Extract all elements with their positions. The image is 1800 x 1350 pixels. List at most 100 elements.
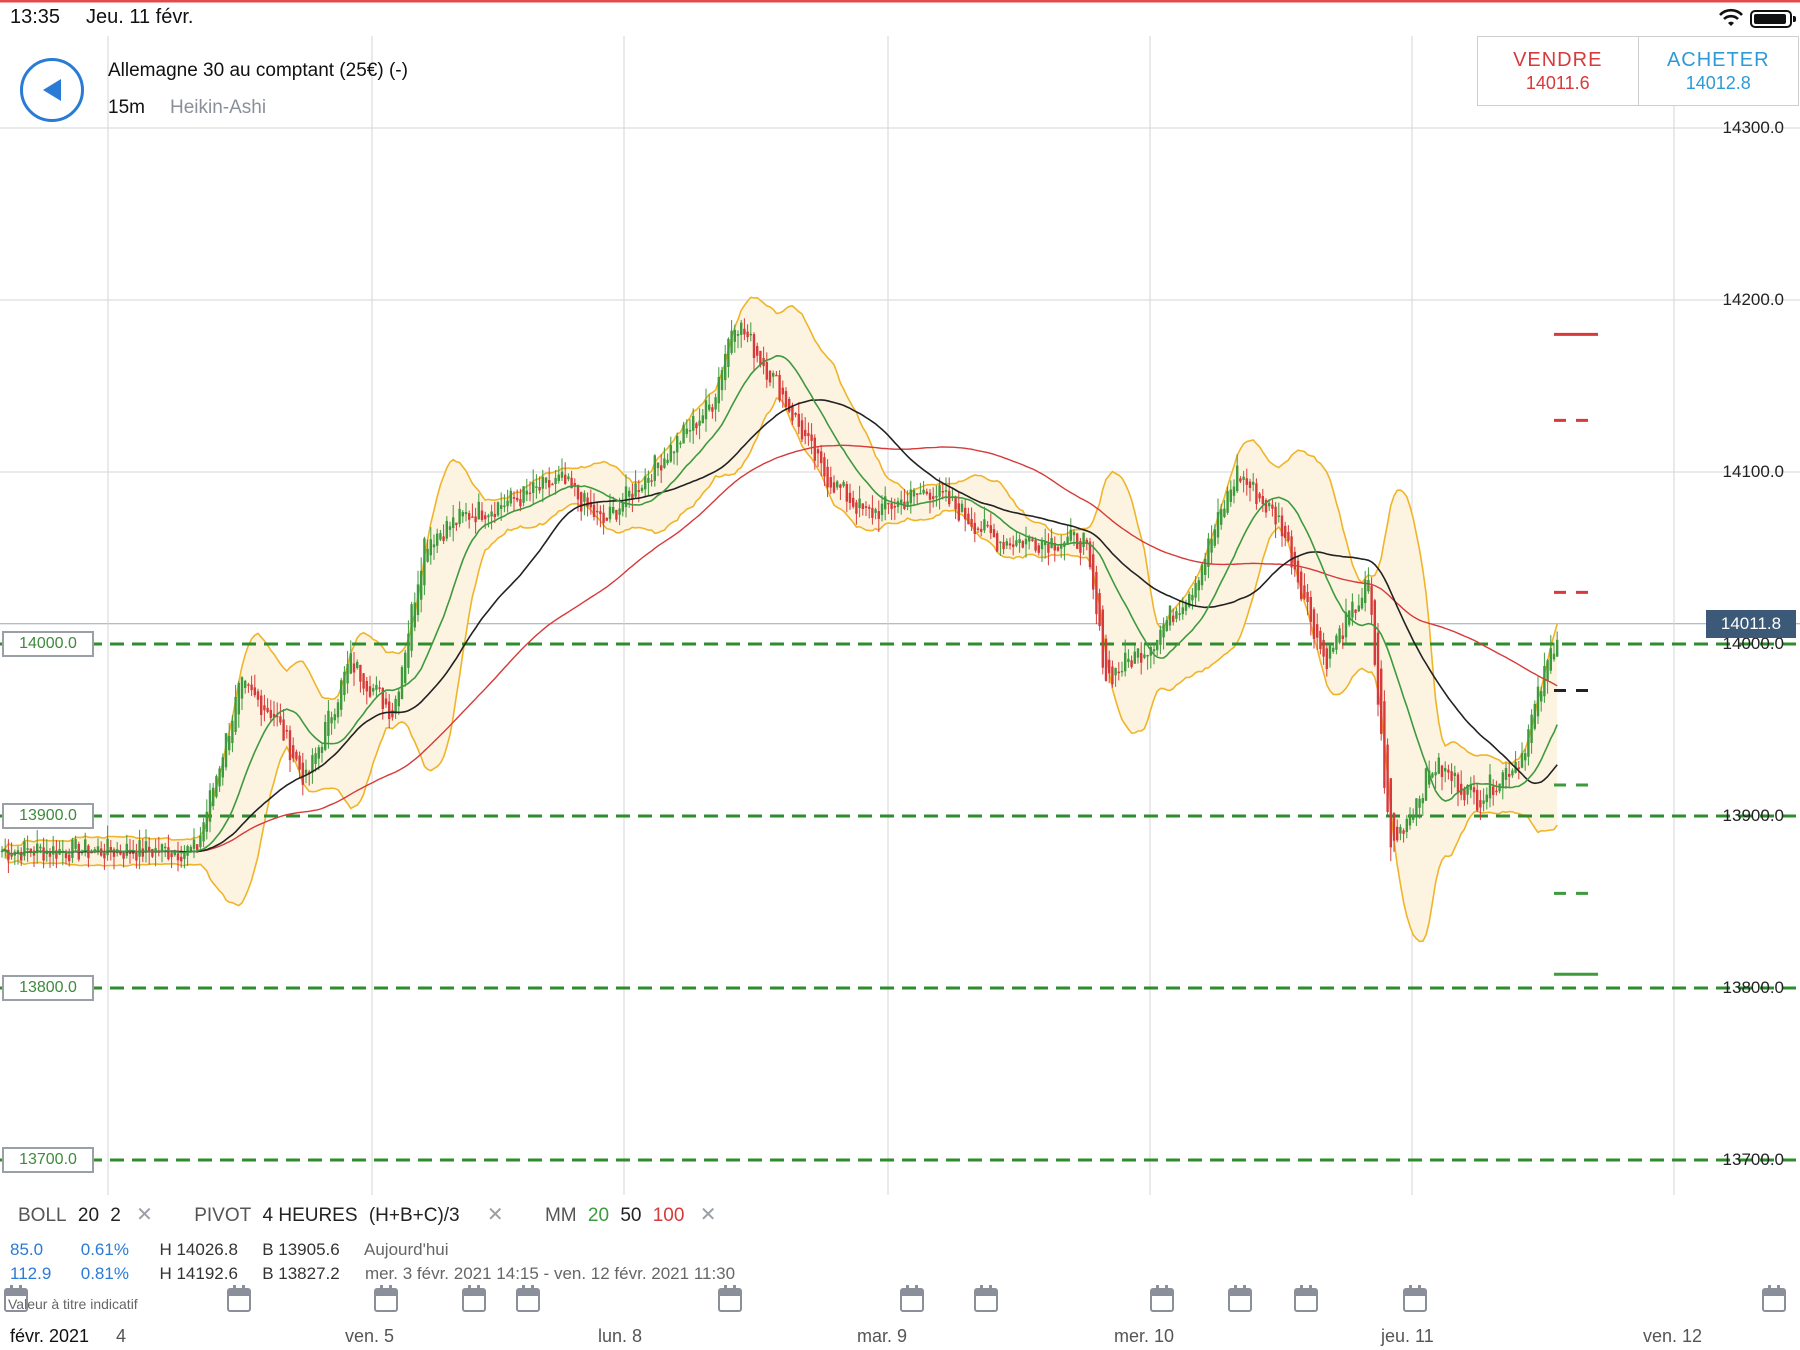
candle-body bbox=[957, 503, 960, 521]
candle-body bbox=[1351, 601, 1354, 618]
candle-body bbox=[823, 457, 826, 477]
calendar-icon[interactable] bbox=[227, 1285, 251, 1312]
candle-body bbox=[663, 458, 666, 468]
candle-body bbox=[752, 334, 756, 358]
candle-body bbox=[7, 849, 10, 860]
remove-mm-icon[interactable]: ✕ bbox=[699, 1204, 717, 1226]
candle-body bbox=[1396, 826, 1399, 841]
candle-body bbox=[1546, 660, 1549, 682]
calendar-icon[interactable] bbox=[1150, 1285, 1174, 1312]
candle-body bbox=[1271, 504, 1274, 509]
candle-body bbox=[893, 506, 896, 508]
candle-body bbox=[1466, 785, 1469, 795]
candle-body bbox=[1296, 560, 1300, 583]
calendar-icon[interactable] bbox=[1403, 1285, 1427, 1312]
candle-body bbox=[1463, 789, 1466, 801]
candle-body bbox=[1104, 638, 1108, 681]
boll-period: 20 bbox=[77, 1205, 100, 1226]
candle-body bbox=[234, 696, 237, 732]
candle-body bbox=[749, 333, 752, 336]
calendar-icon[interactable] bbox=[1228, 1285, 1252, 1312]
candle-body bbox=[589, 502, 592, 508]
candle-body bbox=[1431, 773, 1434, 778]
buy-price: 14012.8 bbox=[1685, 73, 1751, 93]
candle-body bbox=[938, 485, 941, 497]
candle-body bbox=[794, 412, 797, 415]
candle-body bbox=[973, 522, 976, 534]
candle-body bbox=[1277, 515, 1280, 518]
ma20-line bbox=[1, 354, 1558, 855]
low-value: B 13827.2 bbox=[262, 1264, 340, 1283]
instrument-name: Allemagne 30 au comptant (25€) (-) bbox=[108, 60, 408, 81]
chart-style-label[interactable]: Heikin-Ashi bbox=[170, 97, 267, 118]
buy-button[interactable]: ACHETER 14012.8 bbox=[1637, 37, 1799, 105]
candle-body bbox=[864, 506, 868, 509]
calendar-icon[interactable] bbox=[462, 1285, 486, 1312]
candle-body bbox=[1280, 515, 1284, 537]
date-axis-label: ven. 5 bbox=[345, 1326, 395, 1346]
support-level-tag[interactable]: 13900.0 bbox=[2, 803, 94, 829]
candle-body bbox=[1511, 770, 1514, 776]
back-arrow-icon bbox=[43, 79, 61, 101]
candle-body bbox=[468, 513, 471, 520]
calendar-icon[interactable] bbox=[516, 1285, 540, 1312]
candle-body bbox=[1517, 767, 1520, 769]
calendar-icon[interactable] bbox=[1762, 1285, 1786, 1312]
calendar-icon[interactable] bbox=[1294, 1285, 1318, 1312]
candle-body bbox=[884, 496, 887, 510]
candle-body bbox=[1508, 773, 1511, 777]
candle-body bbox=[960, 503, 964, 512]
support-level-tag[interactable]: 13800.0 bbox=[2, 975, 94, 1001]
candle-body bbox=[890, 503, 893, 509]
support-level-tag[interactable]: 14000.0 bbox=[2, 631, 94, 657]
candle-body bbox=[676, 435, 679, 453]
candle-body bbox=[1418, 798, 1421, 808]
remove-pivot-icon[interactable]: ✕ bbox=[486, 1204, 504, 1226]
timeframe-selector[interactable]: 15m bbox=[108, 97, 145, 118]
candle-body bbox=[528, 492, 532, 495]
candle-body bbox=[839, 484, 842, 488]
candle-body bbox=[240, 677, 244, 699]
back-button[interactable] bbox=[20, 58, 84, 122]
candle-body bbox=[932, 496, 935, 500]
candle-body bbox=[1303, 585, 1306, 599]
remove-boll-icon[interactable]: ✕ bbox=[136, 1204, 153, 1226]
candle-body bbox=[490, 511, 493, 517]
candle-body bbox=[1520, 753, 1524, 768]
candle-body bbox=[458, 508, 461, 524]
candle-body bbox=[634, 483, 637, 497]
candle-body bbox=[132, 851, 135, 855]
candle-body bbox=[109, 846, 112, 852]
candle-body bbox=[768, 370, 772, 383]
calendar-icon[interactable] bbox=[374, 1285, 398, 1312]
candle-body bbox=[327, 710, 330, 736]
candle-body bbox=[445, 520, 448, 539]
calendar-icon[interactable] bbox=[718, 1285, 742, 1312]
candle-body bbox=[247, 684, 250, 686]
calendar-icon[interactable] bbox=[900, 1285, 924, 1312]
candle-body bbox=[877, 511, 880, 519]
candle-body bbox=[464, 511, 468, 515]
candle-body bbox=[605, 517, 608, 521]
pivot-label: PIVOT bbox=[194, 1205, 252, 1226]
candle-body bbox=[484, 515, 487, 520]
candle-body bbox=[1501, 772, 1504, 788]
candle-body bbox=[1402, 830, 1405, 834]
candle-body bbox=[189, 846, 192, 851]
candle-body bbox=[740, 322, 743, 335]
low-value: B 13905.6 bbox=[262, 1240, 340, 1259]
candle-body bbox=[1069, 529, 1072, 541]
candle-body bbox=[1111, 666, 1114, 685]
candle-body bbox=[244, 680, 247, 688]
candle-body bbox=[1018, 539, 1021, 543]
calendar-icon[interactable] bbox=[4, 1285, 28, 1312]
support-level-tag[interactable]: 13700.0 bbox=[2, 1147, 94, 1173]
candle-body bbox=[1223, 508, 1226, 517]
candle-body bbox=[84, 839, 87, 852]
candle-body bbox=[333, 714, 336, 721]
candle-body bbox=[1159, 629, 1162, 646]
calendar-icon[interactable] bbox=[974, 1285, 998, 1312]
candle-body bbox=[861, 503, 864, 510]
sell-button[interactable]: VENDRE 14011.6 bbox=[1478, 37, 1638, 105]
